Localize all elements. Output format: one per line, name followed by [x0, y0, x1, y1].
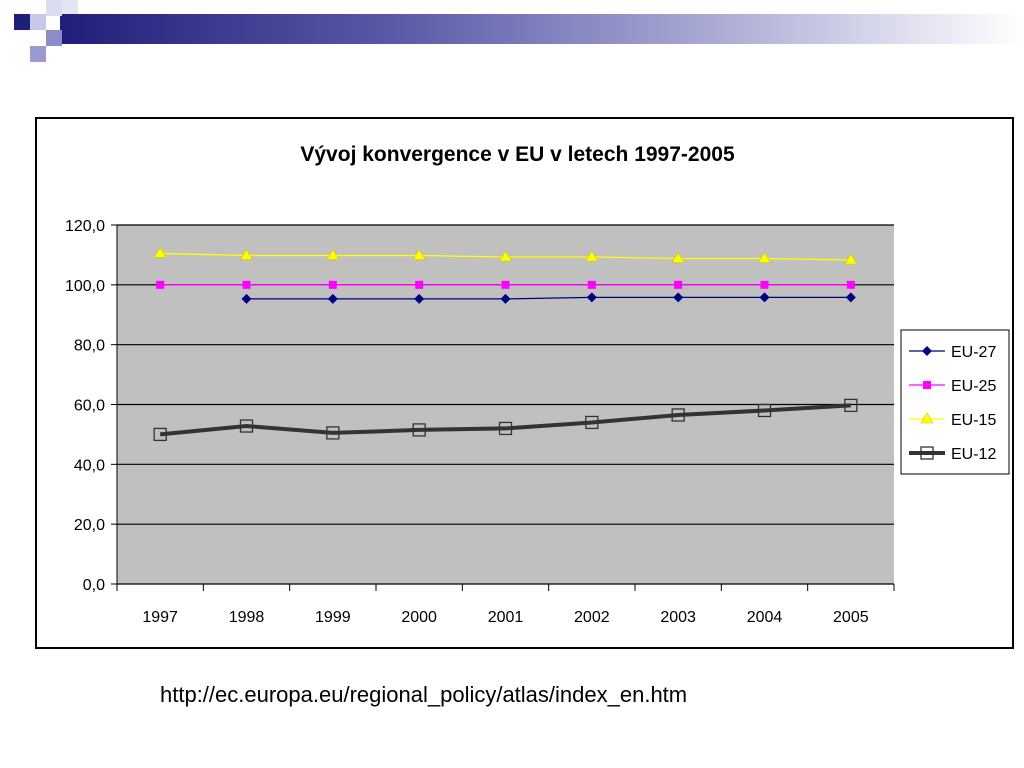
- line-chart: Vývoj konvergence v EU v letech 1997-200…: [65, 143, 1010, 626]
- banner-square-pale: [62, 0, 78, 14]
- point-eu-12: [757, 403, 772, 418]
- legend-marker-eu-27: [922, 346, 932, 356]
- y-tick-label: 40,0: [74, 457, 105, 474]
- y-tick-label: 80,0: [74, 338, 105, 355]
- x-tick-label: 1999: [315, 609, 351, 626]
- point-eu-25: [242, 280, 251, 289]
- point-eu-12: [844, 398, 858, 413]
- point-eu-12: [239, 419, 254, 433]
- legend-label-eu-12: EU-12: [951, 446, 996, 463]
- x-tick-label: 2000: [401, 609, 437, 626]
- point-eu-25: [328, 280, 337, 289]
- point-eu-15: [844, 253, 858, 265]
- point-eu-15: [153, 246, 167, 258]
- y-tick-label: 0,0: [83, 577, 105, 594]
- banner-square-light-2: [46, 0, 62, 16]
- x-tick-label: 2001: [488, 609, 524, 626]
- chart-title: Vývoj konvergence v EU v letech 1997-200…: [300, 143, 735, 166]
- x-tick-label: 2005: [833, 609, 869, 626]
- x-tick-label: 1998: [229, 609, 265, 626]
- y-tick-label: 100,0: [65, 278, 105, 295]
- point-eu-25: [156, 280, 165, 289]
- series-line-eu-27: [246, 296, 851, 300]
- point-eu-15: [412, 248, 426, 260]
- x-tick-label: 2003: [660, 609, 696, 626]
- point-eu-25: [501, 280, 510, 289]
- point-eu-15: [757, 251, 772, 263]
- point-eu-25: [587, 280, 596, 289]
- source-url[interactable]: http://ec.europa.eu/regional_policy/atla…: [160, 682, 688, 707]
- point-eu-15: [671, 251, 685, 263]
- point-eu-15: [239, 248, 254, 260]
- point-eu-12: [326, 426, 340, 440]
- point-eu-27: [327, 293, 338, 304]
- point-eu-12: [585, 415, 599, 430]
- y-tick-label: 60,0: [74, 398, 105, 415]
- banner-square-mid: [46, 30, 62, 46]
- x-tick-label: 2002: [574, 609, 610, 626]
- banner-gradient-bar: [60, 14, 1024, 44]
- y-tick-label: 120,0: [65, 218, 105, 235]
- banner-square-dark: [14, 14, 30, 30]
- point-eu-12: [671, 408, 685, 422]
- point-eu-15: [498, 250, 513, 262]
- point-eu-15: [585, 250, 599, 262]
- x-tick-label: 2004: [747, 609, 783, 626]
- point-eu-27: [414, 293, 425, 304]
- chart-frame: Vývoj konvergence v EU v letech 1997-200…: [35, 117, 1014, 649]
- legend-marker-eu-15: [920, 412, 934, 424]
- point-eu-25: [760, 280, 769, 289]
- point-eu-12: [498, 421, 513, 436]
- header-banner: [14, 0, 1024, 62]
- legend-label-eu-27: EU-27: [951, 344, 996, 361]
- legend-marker-eu-12: [920, 446, 934, 460]
- x-tick-label: 1997: [142, 609, 178, 626]
- point-eu-15: [326, 248, 340, 260]
- legend-label-eu-25: EU-25: [951, 378, 996, 395]
- point-eu-25: [415, 280, 424, 289]
- legend: [900, 329, 1010, 475]
- point-eu-25: [846, 280, 855, 289]
- point-eu-25: [674, 280, 683, 289]
- point-eu-12: [153, 427, 167, 442]
- series-line-eu-12: [159, 403, 851, 437]
- point-eu-27: [759, 292, 770, 303]
- legend-label-eu-15: EU-15: [951, 412, 996, 429]
- banner-square-mid-2: [30, 46, 46, 62]
- banner-square-light: [30, 14, 46, 30]
- point-eu-27: [500, 293, 511, 304]
- point-eu-27: [241, 293, 252, 304]
- legend-marker-eu-25: [923, 381, 931, 389]
- point-eu-27: [586, 292, 597, 303]
- y-tick-label: 20,0: [74, 517, 105, 534]
- point-eu-27: [845, 292, 856, 303]
- point-eu-12: [412, 423, 426, 437]
- point-eu-27: [673, 292, 684, 303]
